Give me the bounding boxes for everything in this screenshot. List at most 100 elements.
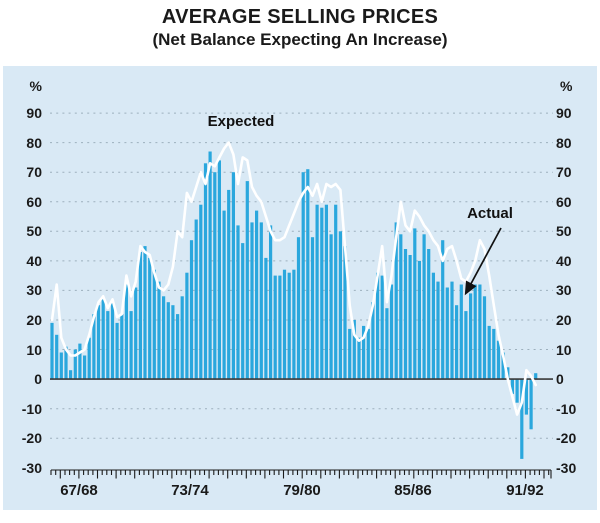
y-axis-label-right: 60 xyxy=(556,194,572,210)
bar xyxy=(227,189,231,380)
y-axis-label-right: -10 xyxy=(556,401,577,417)
bar xyxy=(208,151,212,380)
bar xyxy=(529,379,533,430)
bar xyxy=(320,207,324,380)
y-axis-label-right: 70 xyxy=(556,164,572,180)
bar xyxy=(129,311,133,380)
bar xyxy=(306,169,310,380)
bar xyxy=(403,249,408,380)
bar xyxy=(157,281,161,380)
bar xyxy=(352,320,356,380)
y-axis-label-left: 0 xyxy=(34,371,42,387)
actual-series-label: Actual xyxy=(467,205,513,222)
bar xyxy=(189,240,194,380)
bar xyxy=(296,237,301,380)
bar xyxy=(143,246,147,380)
bar xyxy=(185,272,189,380)
bar xyxy=(120,314,124,380)
bar xyxy=(138,252,142,380)
bar xyxy=(231,172,235,380)
x-axis-label: 73/74 xyxy=(171,482,209,499)
bar xyxy=(394,222,398,380)
expected-series-label: Expected xyxy=(207,113,275,130)
bar xyxy=(417,260,421,380)
bar xyxy=(213,172,217,380)
bar xyxy=(78,343,82,380)
chart-title: AVERAGE SELLING PRICES xyxy=(161,6,439,28)
bar xyxy=(180,296,184,380)
bar xyxy=(301,172,305,380)
bar xyxy=(217,160,221,380)
bar xyxy=(194,219,198,380)
bar xyxy=(431,272,435,380)
y-axis-label-left: 40 xyxy=(26,253,42,269)
bar xyxy=(492,328,496,380)
bar xyxy=(487,325,491,380)
y-axis-label-left: 30 xyxy=(26,282,42,298)
x-axis-label: 91/92 xyxy=(506,482,544,499)
bar xyxy=(371,302,375,380)
bar xyxy=(59,352,63,380)
bar xyxy=(464,311,468,380)
bar xyxy=(64,346,68,380)
bar xyxy=(115,322,119,380)
y-axis-label-left: -30 xyxy=(21,460,42,476)
bar xyxy=(445,287,449,380)
y-axis-label-right: 0 xyxy=(556,371,564,387)
bar xyxy=(427,249,431,380)
bar xyxy=(287,272,291,380)
bar xyxy=(282,269,287,380)
bar xyxy=(162,296,166,380)
bar xyxy=(176,314,180,380)
actual-bar-series xyxy=(50,151,538,459)
bar xyxy=(83,355,87,380)
bar xyxy=(515,379,519,403)
bar xyxy=(329,234,333,380)
x-axis-label: 85/86 xyxy=(394,482,432,499)
actual-arrow xyxy=(464,227,502,296)
bar xyxy=(478,284,482,380)
expected-line xyxy=(50,141,538,416)
bar xyxy=(278,275,282,380)
bar xyxy=(148,257,152,380)
bar xyxy=(152,269,156,380)
y-axis-label-right: 40 xyxy=(556,253,572,269)
y-axis-unit-left: % xyxy=(29,78,42,94)
bar xyxy=(134,287,138,380)
y-axis-label-right: 10 xyxy=(556,342,572,358)
y-axis-label-right: 80 xyxy=(556,135,572,151)
bar xyxy=(236,225,240,380)
bar xyxy=(334,204,338,380)
y-axis-label-left: 80 xyxy=(26,135,42,151)
x-axis-label: 79/80 xyxy=(283,482,321,499)
y-axis-label-right: 30 xyxy=(556,282,572,298)
y-axis-label-left: 60 xyxy=(26,194,42,210)
bar xyxy=(203,163,208,380)
y-axis-label-right: 20 xyxy=(556,312,572,328)
bar xyxy=(269,225,273,380)
bar xyxy=(524,379,528,415)
bar xyxy=(171,305,175,380)
bar xyxy=(96,305,101,380)
bar xyxy=(357,337,361,380)
bar xyxy=(124,284,128,380)
bar xyxy=(55,334,59,380)
bar xyxy=(385,308,389,380)
bar xyxy=(459,284,463,380)
bar xyxy=(101,299,105,380)
bar xyxy=(50,322,54,380)
bar xyxy=(199,204,203,380)
bar xyxy=(315,204,319,380)
y-axis-label-left: 10 xyxy=(26,342,42,358)
bar xyxy=(273,275,277,380)
bar xyxy=(259,222,263,380)
bar xyxy=(362,325,366,380)
bar xyxy=(250,222,254,380)
bar xyxy=(455,305,459,380)
y-axis-label-right: -20 xyxy=(556,430,577,446)
bar xyxy=(343,246,347,380)
bar xyxy=(422,234,426,380)
bar xyxy=(413,228,417,380)
bar xyxy=(399,234,403,380)
